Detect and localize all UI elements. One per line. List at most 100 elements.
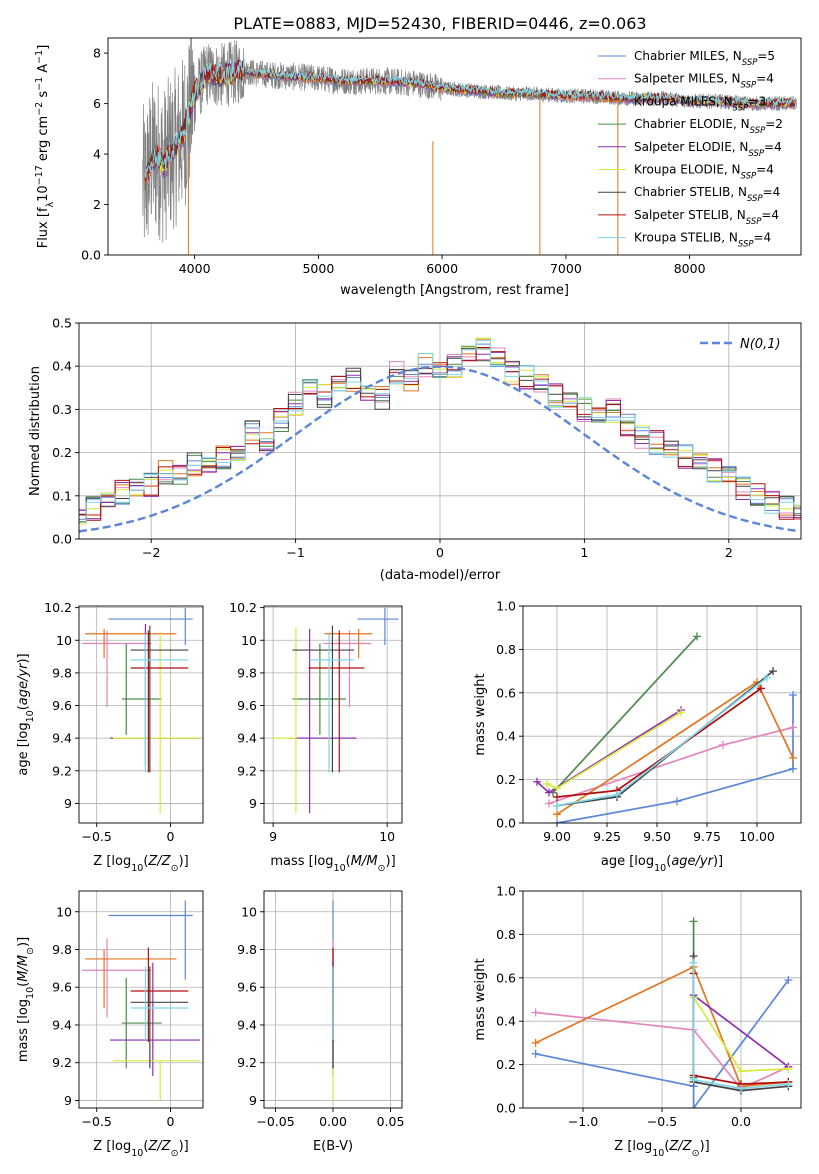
x-tick-label: 2 bbox=[725, 545, 733, 560]
y-tick-label: 4 bbox=[93, 147, 101, 162]
panel-weight-vs-Z: −1.0 −0.5 0.0 0.0 0.2 0.4 0.6 0.8 1.0 Z [log10(Z/… bbox=[473, 884, 802, 1159]
weight-marker bbox=[553, 801, 561, 810]
legend-sub: SSP bbox=[741, 172, 757, 182]
legend-label: Salpeter STELIB, NSSP=4 bbox=[634, 208, 779, 227]
weight-marker bbox=[789, 764, 797, 773]
legend-name: Salpeter ELODIE, N bbox=[634, 140, 748, 154]
label-part: ⊙ bbox=[171, 1148, 179, 1159]
x-tick-label: 5000 bbox=[302, 261, 334, 276]
gaussian-legend-label: N(0,1) bbox=[740, 337, 781, 352]
y-tick-label: 0.2 bbox=[52, 445, 72, 460]
x-tick-label: 0 bbox=[436, 545, 444, 560]
y-tick-label: 9.8 bbox=[237, 665, 257, 680]
plot-area-age-vs-Z bbox=[81, 607, 201, 814]
label-part: 10 bbox=[131, 1148, 143, 1159]
y-tick-label: 1.0 bbox=[496, 884, 516, 899]
label-part: )] bbox=[16, 653, 31, 663]
x-axis-label: age [log10(age/yr)] bbox=[601, 854, 723, 874]
legend-count: =4 bbox=[756, 163, 774, 177]
legend-label: Kroupa MILES, NSSP=3 bbox=[634, 94, 766, 113]
plot-area-weight-vs-Z bbox=[531, 917, 793, 1108]
x-axis-label: Z [log10(Z/Z⊙)] bbox=[93, 1139, 188, 1159]
y-tick-label: 9.8 bbox=[52, 665, 72, 680]
x-tick-label: 0.05 bbox=[377, 1114, 405, 1129]
x-tick-label: 9.25 bbox=[593, 829, 621, 844]
y-tick-label: 9.6 bbox=[52, 698, 72, 713]
weight-line bbox=[692, 962, 789, 1090]
legend-name: Kroupa MILES, N bbox=[634, 94, 733, 108]
legend-count: =4 bbox=[764, 140, 782, 154]
legend-sub: SSP bbox=[746, 217, 762, 227]
label-part: λ bbox=[45, 201, 56, 207]
y-tick-label: 9.8 bbox=[237, 942, 257, 957]
y-tick-label: 10 bbox=[241, 633, 257, 648]
label-part: ( bbox=[346, 854, 351, 869]
x-tick-label: 0 bbox=[167, 829, 175, 844]
weight-marker bbox=[543, 779, 551, 788]
y-tick-label: 9.8 bbox=[52, 942, 72, 957]
gaussian-curve bbox=[79, 365, 799, 533]
weight-marker bbox=[553, 784, 561, 793]
y-tick-label: 9.2 bbox=[52, 1055, 72, 1070]
label-part: 10 bbox=[652, 1148, 664, 1159]
x-tick-label: 10 bbox=[379, 829, 395, 844]
plot-area-age-vs-mass bbox=[271, 607, 399, 814]
x-tick-label: 4000 bbox=[179, 261, 211, 276]
legend-count: =3 bbox=[748, 94, 766, 108]
weight-marker bbox=[789, 753, 797, 762]
label-part: ⊙ bbox=[378, 863, 386, 874]
x-tick-label: −1.0 bbox=[568, 1114, 598, 1129]
label-part: 10 bbox=[25, 987, 36, 999]
histogram-step bbox=[79, 337, 801, 525]
y-axis-label: Flux [fλ10−17 erg cm−2 s−1 A−1] bbox=[34, 45, 56, 249]
y-tick-label: 9.4 bbox=[52, 731, 72, 746]
label-part: ⊙ bbox=[171, 863, 179, 874]
weight-marker bbox=[531, 1008, 540, 1017]
label-part: −1 bbox=[34, 77, 45, 91]
y-tick-label: 0.8 bbox=[496, 642, 516, 657]
label-part: ( bbox=[143, 854, 148, 869]
label-part: ( bbox=[664, 1139, 669, 1154]
legend-label: Kroupa STELIB, NSSP=4 bbox=[634, 231, 771, 250]
y-tick-label: 9.2 bbox=[52, 763, 72, 778]
x-axis-label: Z [log10(Z/Z⊙)] bbox=[93, 854, 188, 874]
x-tick-label: −0.5 bbox=[82, 1114, 112, 1129]
weight-line bbox=[552, 635, 698, 794]
y-tick-label: 10.2 bbox=[44, 600, 72, 615]
axes-frame bbox=[263, 605, 403, 824]
y-tick-label: 10 bbox=[241, 904, 257, 919]
weight-marker bbox=[689, 917, 698, 926]
weight-marker bbox=[533, 777, 541, 786]
legend-label: Chabrier ELODIE, NSSP=2 bbox=[634, 117, 783, 136]
x-tick-label: 9.50 bbox=[643, 829, 671, 844]
x-axis-label: mass [log10(M/M⊙)] bbox=[270, 854, 395, 874]
legend-name: Kroupa ELODIE, N bbox=[634, 163, 741, 177]
label-part: ( bbox=[666, 854, 671, 869]
weight-marker bbox=[719, 740, 727, 749]
label-part: ( bbox=[143, 1139, 148, 1154]
weight-marker bbox=[784, 1080, 793, 1089]
x-tick-label: −0.05 bbox=[256, 1114, 294, 1129]
axes-frame bbox=[522, 605, 802, 824]
y-axis-label: age [log10(age/yr)] bbox=[16, 653, 36, 775]
label-part: age/yr bbox=[16, 662, 31, 705]
x-axis-label: (data-model)/error bbox=[380, 568, 501, 583]
weight-marker bbox=[689, 1075, 698, 1084]
axes-frame bbox=[78, 605, 204, 824]
label-part: Z/Z bbox=[147, 1139, 171, 1154]
x-axis-label: Z [log10(Z/Z⊙)] bbox=[614, 1139, 709, 1159]
y-tick-label: 6 bbox=[93, 96, 101, 111]
y-tick-label: 0.0 bbox=[52, 532, 72, 547]
legend-name: Chabrier STELIB, N bbox=[634, 185, 747, 199]
legend-sub: SSP bbox=[747, 194, 763, 204]
legend-count: =4 bbox=[754, 231, 772, 245]
y-tick-label: 9.4 bbox=[237, 731, 257, 746]
legend-count: =5 bbox=[757, 49, 775, 63]
weight-marker bbox=[531, 1049, 540, 1058]
label-part: s bbox=[36, 91, 51, 102]
weight-marker bbox=[553, 792, 561, 801]
legend-sub: SSP bbox=[741, 81, 757, 91]
label-part: Z/Z bbox=[668, 1139, 692, 1154]
